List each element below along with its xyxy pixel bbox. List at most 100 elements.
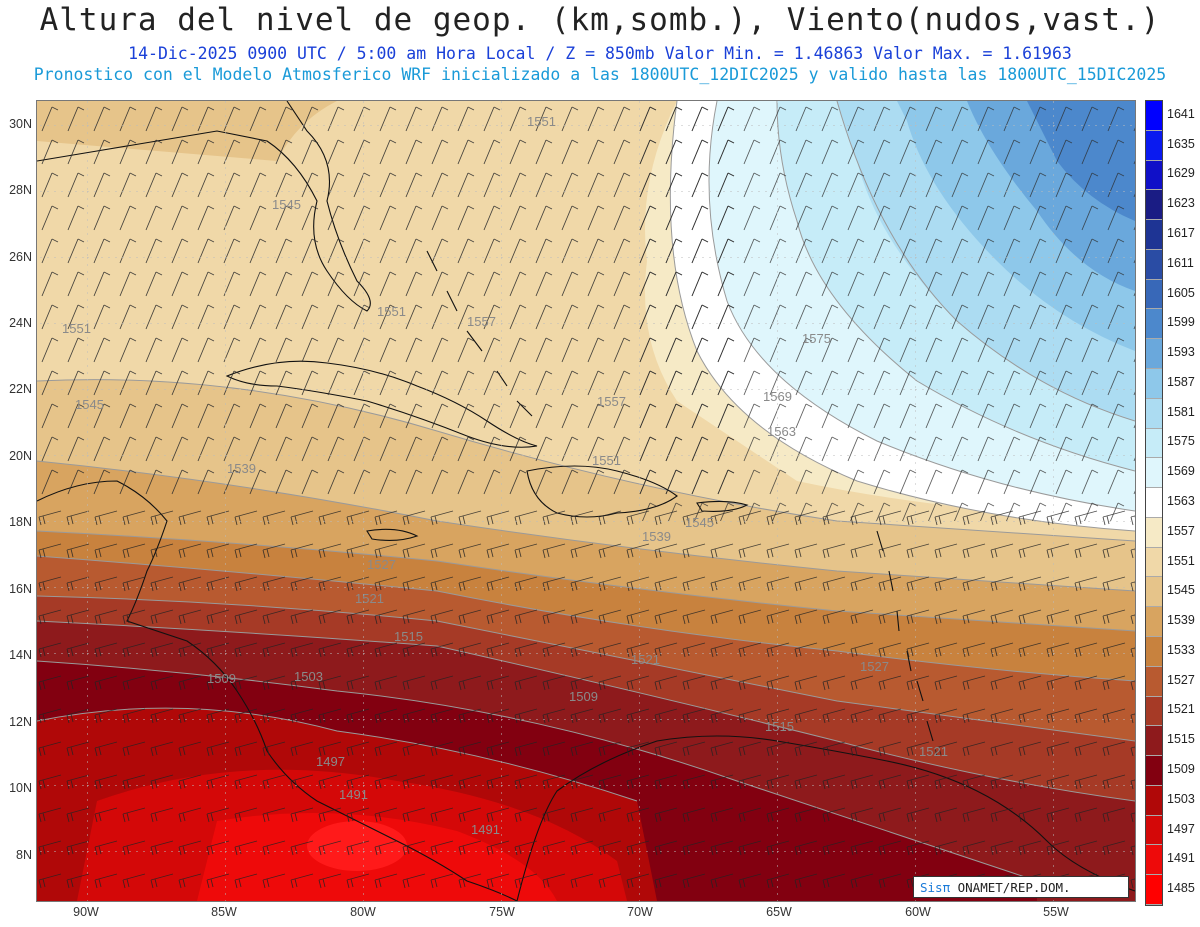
contour-label: 1575 [802,331,831,346]
colorbar-cell [1146,607,1162,637]
colorbar-label: 1593 [1167,345,1195,360]
colorbar [1145,100,1163,906]
lon-label-60w: 60W [905,905,931,919]
lon-label-70w: 70W [627,905,653,919]
colorbar-cell [1146,696,1162,727]
contour-label: 1527 [860,659,889,674]
colorbar-label: 1605 [1167,285,1195,300]
colorbar-label: 1521 [1167,702,1195,717]
lat-label-30n: 30N [9,117,32,131]
contour-label: 1503 [294,669,323,684]
colorbar-label: 1629 [1167,166,1195,181]
colorbar-label: 1515 [1167,732,1195,747]
lon-label-80w: 80W [350,905,376,919]
forecast-time-line: 14-Dic-2025 0900 UTC / 5:00 am Hora Loca… [128,44,1072,63]
chart-title: Altura del nivel de geop. (km,somb.), Vi… [39,2,1161,38]
colorbar-cell [1146,428,1162,459]
lon-label-75w: 75W [489,905,515,919]
colorbar-cell [1146,547,1162,578]
colorbar-cell [1146,458,1162,489]
colorbar-label: 1533 [1167,642,1195,657]
contour-label: 1545 [685,515,714,530]
lat-label-12n: 12N [9,715,32,729]
colorbar-label: 1563 [1167,494,1195,508]
contour-label: 1551 [527,114,556,129]
colorbar-label: 1635 [1167,136,1195,151]
colorbar-cell [1146,875,1162,905]
contour-label: 1569 [763,389,792,404]
lat-label-26n: 26N [9,250,32,264]
colorbar-cell [1146,160,1162,191]
colorbar-cell [1146,279,1162,310]
lat-label-24n: 24N [9,316,32,330]
colorbar-label: 1581 [1167,404,1195,419]
contour-label: 1545 [272,197,301,212]
lon-label-55w: 55W [1043,905,1069,919]
colorbar-label: 1623 [1167,196,1195,211]
contour-label: 1557 [597,394,626,409]
contour-label: 1539 [642,529,671,544]
contour-label: 1527 [367,557,396,572]
colorbar-cell [1146,517,1162,548]
contour-label: 1521 [919,744,948,759]
lon-label-90w: 90W [73,905,99,919]
colorbar-cell [1146,249,1162,280]
lat-label-16n: 16N [9,582,32,596]
colorbar-cell [1146,815,1162,846]
contour-label: 1509 [207,671,236,686]
colorbar-label: 1599 [1167,315,1195,330]
colorbar-cell [1146,398,1162,429]
contour-label: 1551 [592,453,621,468]
contour-label: 1563 [767,424,796,439]
sispi-logo: Sisπ [920,880,951,895]
colorbar-cell [1146,339,1162,369]
colorbar-cell [1146,190,1162,221]
lat-label-18n: 18N [9,515,32,529]
contour-label: 1497 [316,754,345,769]
lon-label-85w: 85W [211,905,237,919]
colorbar-label: 1575 [1167,434,1195,449]
colorbar-label: 1491 [1167,851,1195,866]
lon-label-65w: 65W [766,905,792,919]
colorbar-label: 1545 [1167,583,1195,598]
colorbar-label: 1551 [1167,553,1195,568]
colorbar-cell [1146,666,1162,697]
lat-label-28n: 28N [9,183,32,197]
colorbar-label: 1485 [1167,881,1195,896]
lat-label-10n: 10N [9,781,32,795]
contour-label: 1491 [471,822,500,837]
colorbar-label: 1587 [1167,374,1195,389]
colorbar-cell [1146,577,1162,608]
colorbar-label: 1527 [1167,672,1195,687]
contour-label: 1491 [339,787,368,802]
lat-label-22n: 22N [9,382,32,396]
colorbar-label: 1617 [1167,226,1195,240]
colorbar-cell [1146,785,1162,816]
lat-label-8n: 8N [16,848,32,862]
contour-label: 1545 [75,397,104,412]
colorbar-cell [1146,309,1162,340]
contour-label: 1521 [631,652,660,667]
contour-label: 1509 [569,689,598,704]
colorbar-cell [1146,845,1162,876]
colorbar-label: 1557 [1167,523,1195,538]
colorbar-cell [1146,101,1162,131]
colorbar-cell [1146,637,1162,667]
colorbar-cell [1146,726,1162,757]
colorbar-cell [1146,488,1162,518]
credit-text: ONAMET/REP.DOM. [950,880,1071,895]
contour-label: 1515 [765,719,794,734]
model-info-line: Pronostico con el Modelo Atmosferico WRF… [33,65,1167,84]
lat-label-14n: 14N [9,648,32,662]
colorbar-cell [1146,130,1162,161]
contour-label: 1521 [355,591,384,606]
colorbar-cell [1146,756,1162,786]
colorbar-label: 1509 [1167,762,1195,776]
colorbar-cell [1146,369,1162,399]
weather-map[interactable]: 1551 1545 1551 1551 1557 1557 1575 1569 1563 1545… [36,100,1136,902]
contour-label: 1551 [377,304,406,319]
contour-label: 1557 [467,314,496,329]
lat-label-20n: 20N [9,449,32,463]
colorbar-label: 1503 [1167,791,1195,806]
contour-label: 1539 [227,461,256,476]
